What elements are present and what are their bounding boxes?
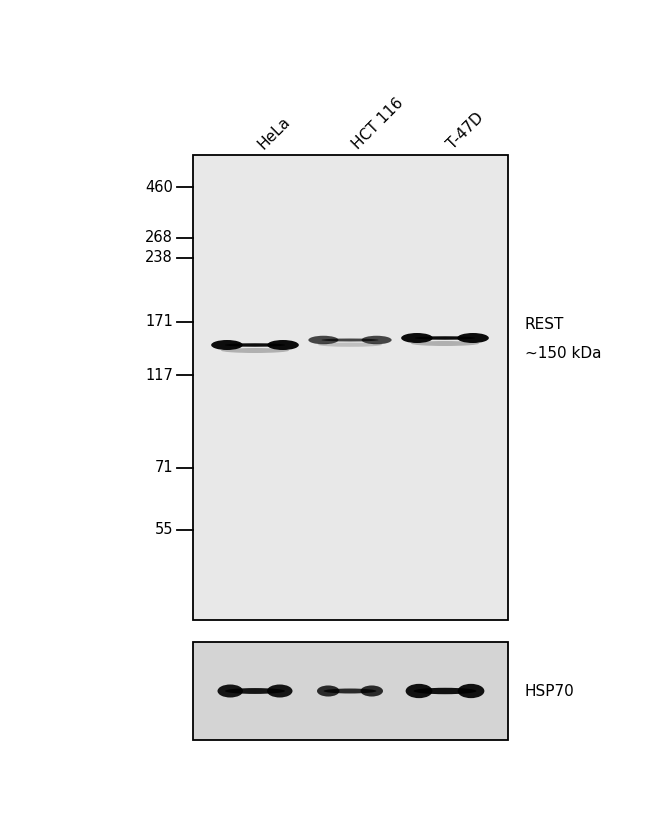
Ellipse shape [322, 338, 378, 342]
Ellipse shape [413, 688, 476, 695]
Ellipse shape [361, 336, 392, 344]
Ellipse shape [211, 340, 243, 350]
Text: ~150 kDa: ~150 kDa [525, 346, 601, 361]
Ellipse shape [415, 337, 475, 340]
Ellipse shape [225, 688, 285, 694]
Text: 238: 238 [145, 250, 173, 265]
Ellipse shape [411, 341, 479, 346]
Text: REST: REST [525, 317, 564, 332]
Text: 171: 171 [145, 314, 173, 329]
Ellipse shape [457, 333, 489, 343]
Ellipse shape [361, 686, 383, 696]
Ellipse shape [458, 684, 484, 698]
Text: HCT 116: HCT 116 [350, 95, 407, 152]
Bar [193, 642, 508, 740]
Ellipse shape [218, 685, 243, 698]
Ellipse shape [267, 685, 292, 698]
Text: 117: 117 [145, 368, 173, 383]
Ellipse shape [318, 342, 382, 346]
Text: 460: 460 [145, 180, 173, 195]
Text: 71: 71 [155, 461, 173, 475]
Ellipse shape [401, 333, 433, 343]
Ellipse shape [267, 340, 299, 350]
Text: 55: 55 [155, 522, 173, 538]
Text: 268: 268 [145, 231, 173, 245]
Ellipse shape [221, 348, 289, 353]
Ellipse shape [308, 336, 339, 344]
Bar [193, 155, 508, 620]
Text: HSP70: HSP70 [525, 684, 575, 699]
Ellipse shape [324, 689, 376, 694]
Ellipse shape [317, 686, 339, 696]
Text: T-47D: T-47D [445, 110, 487, 152]
Ellipse shape [406, 684, 432, 698]
Ellipse shape [225, 343, 285, 346]
Text: HeLa: HeLa [255, 114, 293, 152]
